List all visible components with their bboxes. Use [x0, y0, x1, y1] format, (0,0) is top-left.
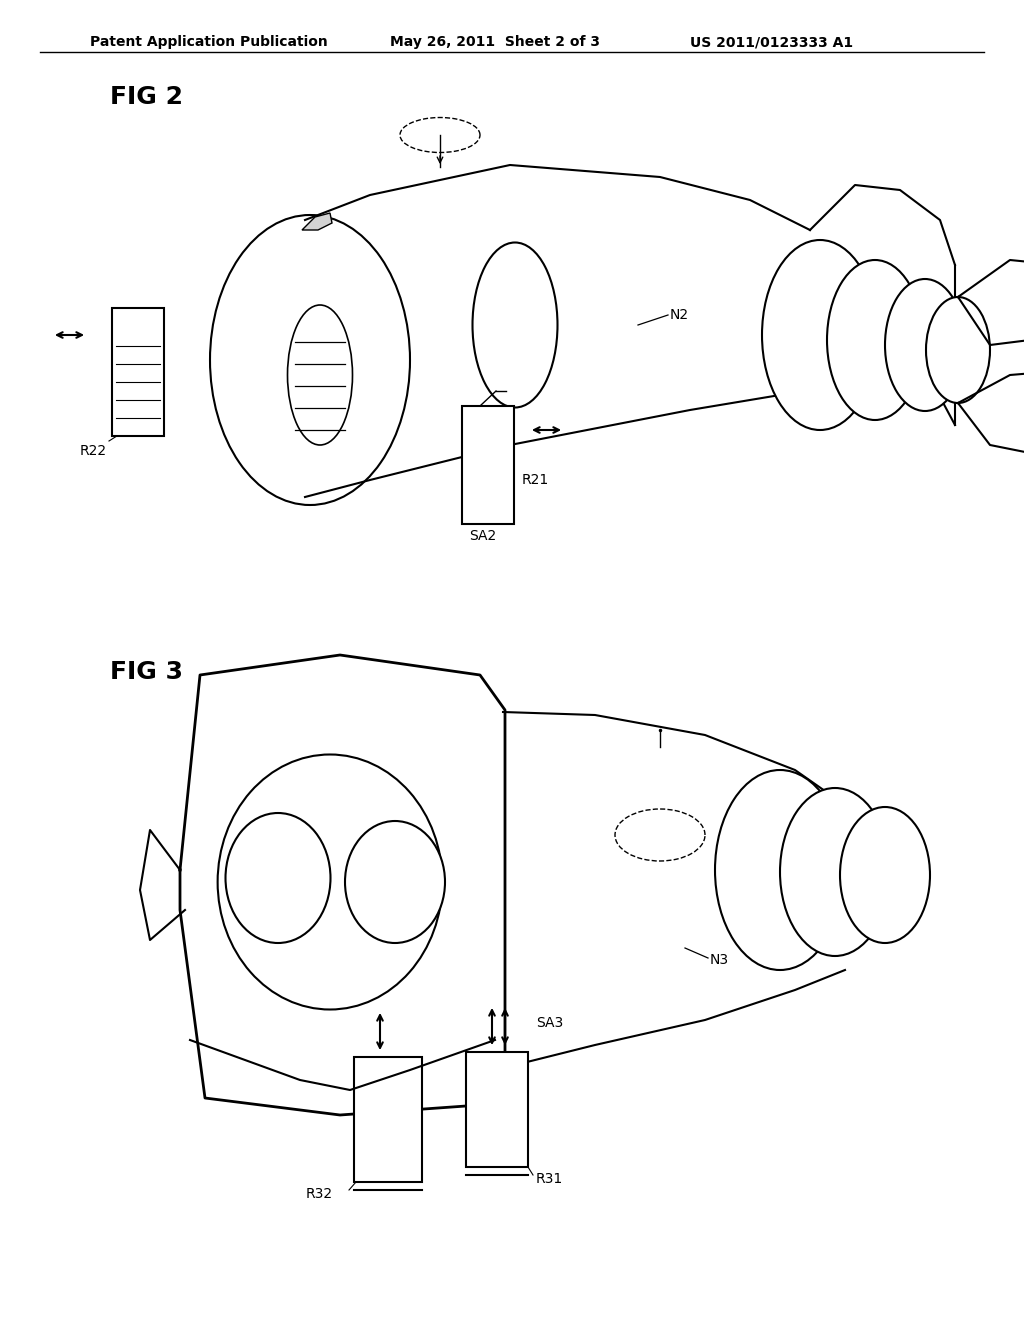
Bar	[466, 1052, 528, 1167]
Text: R32: R32	[306, 1187, 333, 1201]
Text: US 2011/0123333 A1: US 2011/0123333 A1	[690, 36, 853, 49]
Ellipse shape	[926, 297, 990, 403]
Ellipse shape	[762, 240, 878, 430]
Text: N3: N3	[710, 953, 729, 968]
Bar	[462, 407, 514, 524]
Text: R31: R31	[536, 1172, 563, 1185]
Text: FIG 2: FIG 2	[110, 84, 183, 110]
Ellipse shape	[345, 821, 445, 942]
Ellipse shape	[218, 755, 442, 1010]
Text: N2: N2	[670, 308, 689, 322]
Text: May 26, 2011  Sheet 2 of 3: May 26, 2011 Sheet 2 of 3	[390, 36, 600, 49]
Text: SA3: SA3	[536, 1016, 563, 1030]
Ellipse shape	[472, 243, 557, 408]
Ellipse shape	[780, 788, 890, 956]
Ellipse shape	[840, 807, 930, 942]
Ellipse shape	[288, 305, 352, 445]
Ellipse shape	[827, 260, 923, 420]
Ellipse shape	[885, 279, 965, 411]
Polygon shape	[180, 655, 505, 1115]
Bar	[112, 308, 164, 436]
Polygon shape	[958, 260, 1024, 345]
Ellipse shape	[210, 215, 410, 506]
Text: R22: R22	[80, 444, 106, 458]
Text: FIG 3: FIG 3	[110, 660, 183, 684]
Polygon shape	[302, 213, 332, 230]
Text: SA2: SA2	[469, 529, 497, 543]
Polygon shape	[958, 370, 1024, 455]
Bar	[354, 1057, 422, 1181]
Text: Patent Application Publication: Patent Application Publication	[90, 36, 328, 49]
Ellipse shape	[715, 770, 845, 970]
Text: R21: R21	[522, 473, 549, 487]
Ellipse shape	[225, 813, 331, 942]
